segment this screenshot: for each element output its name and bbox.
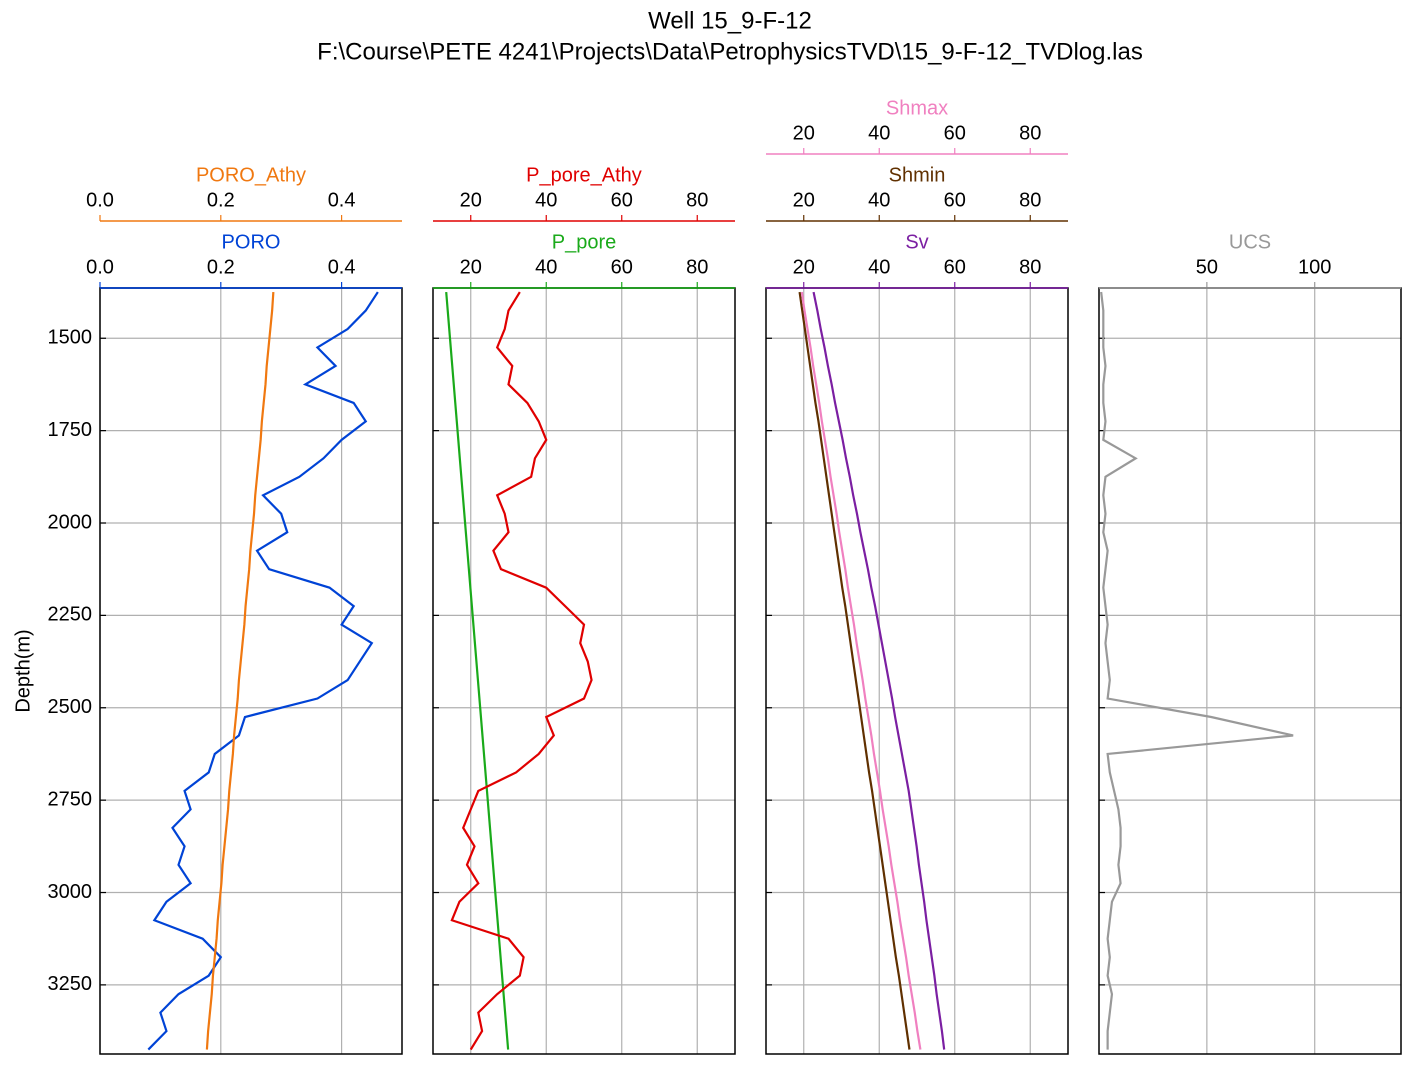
- legend-label: Shmax: [886, 97, 948, 119]
- legend-label: Shmin: [889, 164, 946, 186]
- x-tick-label: 0.0: [86, 256, 114, 278]
- y-tick-label: 3000: [48, 881, 93, 903]
- log-curve: [147, 291, 379, 1051]
- x-tick-label: 40: [868, 256, 890, 278]
- x-tick-label: 20: [793, 189, 815, 211]
- log-curve: [800, 291, 922, 1050]
- log-curve: [798, 291, 911, 1050]
- y-tick-label: 3250: [48, 973, 93, 995]
- log-curve: [205, 291, 275, 1050]
- x-tick-label: 20: [460, 256, 482, 278]
- x-tick-label: 0.4: [328, 189, 356, 211]
- x-tick-label: 40: [535, 189, 557, 211]
- y-tick-label: 2750: [48, 788, 93, 810]
- track-frame: [432, 287, 736, 1055]
- log-curve: [812, 291, 946, 1050]
- y-tick-label: 1750: [48, 419, 93, 441]
- log-curve: [445, 291, 510, 1050]
- legend-label: Sv: [905, 231, 928, 253]
- y-tick-label: 2500: [48, 696, 93, 718]
- x-tick-label: 60: [944, 122, 966, 144]
- track-frame: [1098, 287, 1402, 1055]
- track-frame: [99, 287, 403, 1055]
- y-axis-label: Depth(m): [12, 629, 34, 712]
- track-frame: [765, 287, 1069, 1055]
- x-tick-label: 60: [611, 256, 633, 278]
- log-curve: [450, 291, 593, 1051]
- y-tick-label: 2000: [48, 511, 93, 533]
- x-tick-label: 50: [1196, 256, 1218, 278]
- x-tick-label: 80: [1019, 122, 1041, 144]
- log-curve: [1100, 291, 1294, 1050]
- legend-label: PORO_Athy: [196, 164, 306, 186]
- x-tick-label: 40: [868, 189, 890, 211]
- legend-label: PORO: [222, 231, 281, 253]
- x-tick-label: 80: [686, 189, 708, 211]
- x-tick-label: 60: [944, 256, 966, 278]
- x-tick-label: 0.2: [207, 256, 235, 278]
- chart-title: Well 15_9-F-12: [648, 7, 812, 34]
- legend-label: P_pore_Athy: [526, 164, 642, 186]
- legend-label: UCS: [1229, 231, 1271, 253]
- x-tick-label: 80: [1019, 256, 1041, 278]
- x-tick-label: 60: [944, 189, 966, 211]
- x-tick-label: 20: [793, 256, 815, 278]
- x-tick-label: 0.0: [86, 189, 114, 211]
- x-tick-label: 0.2: [207, 189, 235, 211]
- x-tick-label: 40: [868, 122, 890, 144]
- x-tick-label: 80: [1019, 189, 1041, 211]
- x-tick-label: 100: [1298, 256, 1331, 278]
- x-tick-label: 20: [793, 122, 815, 144]
- x-tick-label: 20: [460, 189, 482, 211]
- x-tick-label: 0.4: [328, 256, 356, 278]
- legend-label: P_pore: [552, 231, 617, 253]
- y-tick-label: 2250: [48, 604, 93, 626]
- x-tick-label: 60: [611, 189, 633, 211]
- x-tick-label: 80: [686, 256, 708, 278]
- y-tick-label: 1500: [48, 327, 93, 349]
- chart-subtitle: F:\Course\PETE 4241\Projects\Data\Petrop…: [317, 38, 1143, 65]
- x-tick-label: 40: [535, 256, 557, 278]
